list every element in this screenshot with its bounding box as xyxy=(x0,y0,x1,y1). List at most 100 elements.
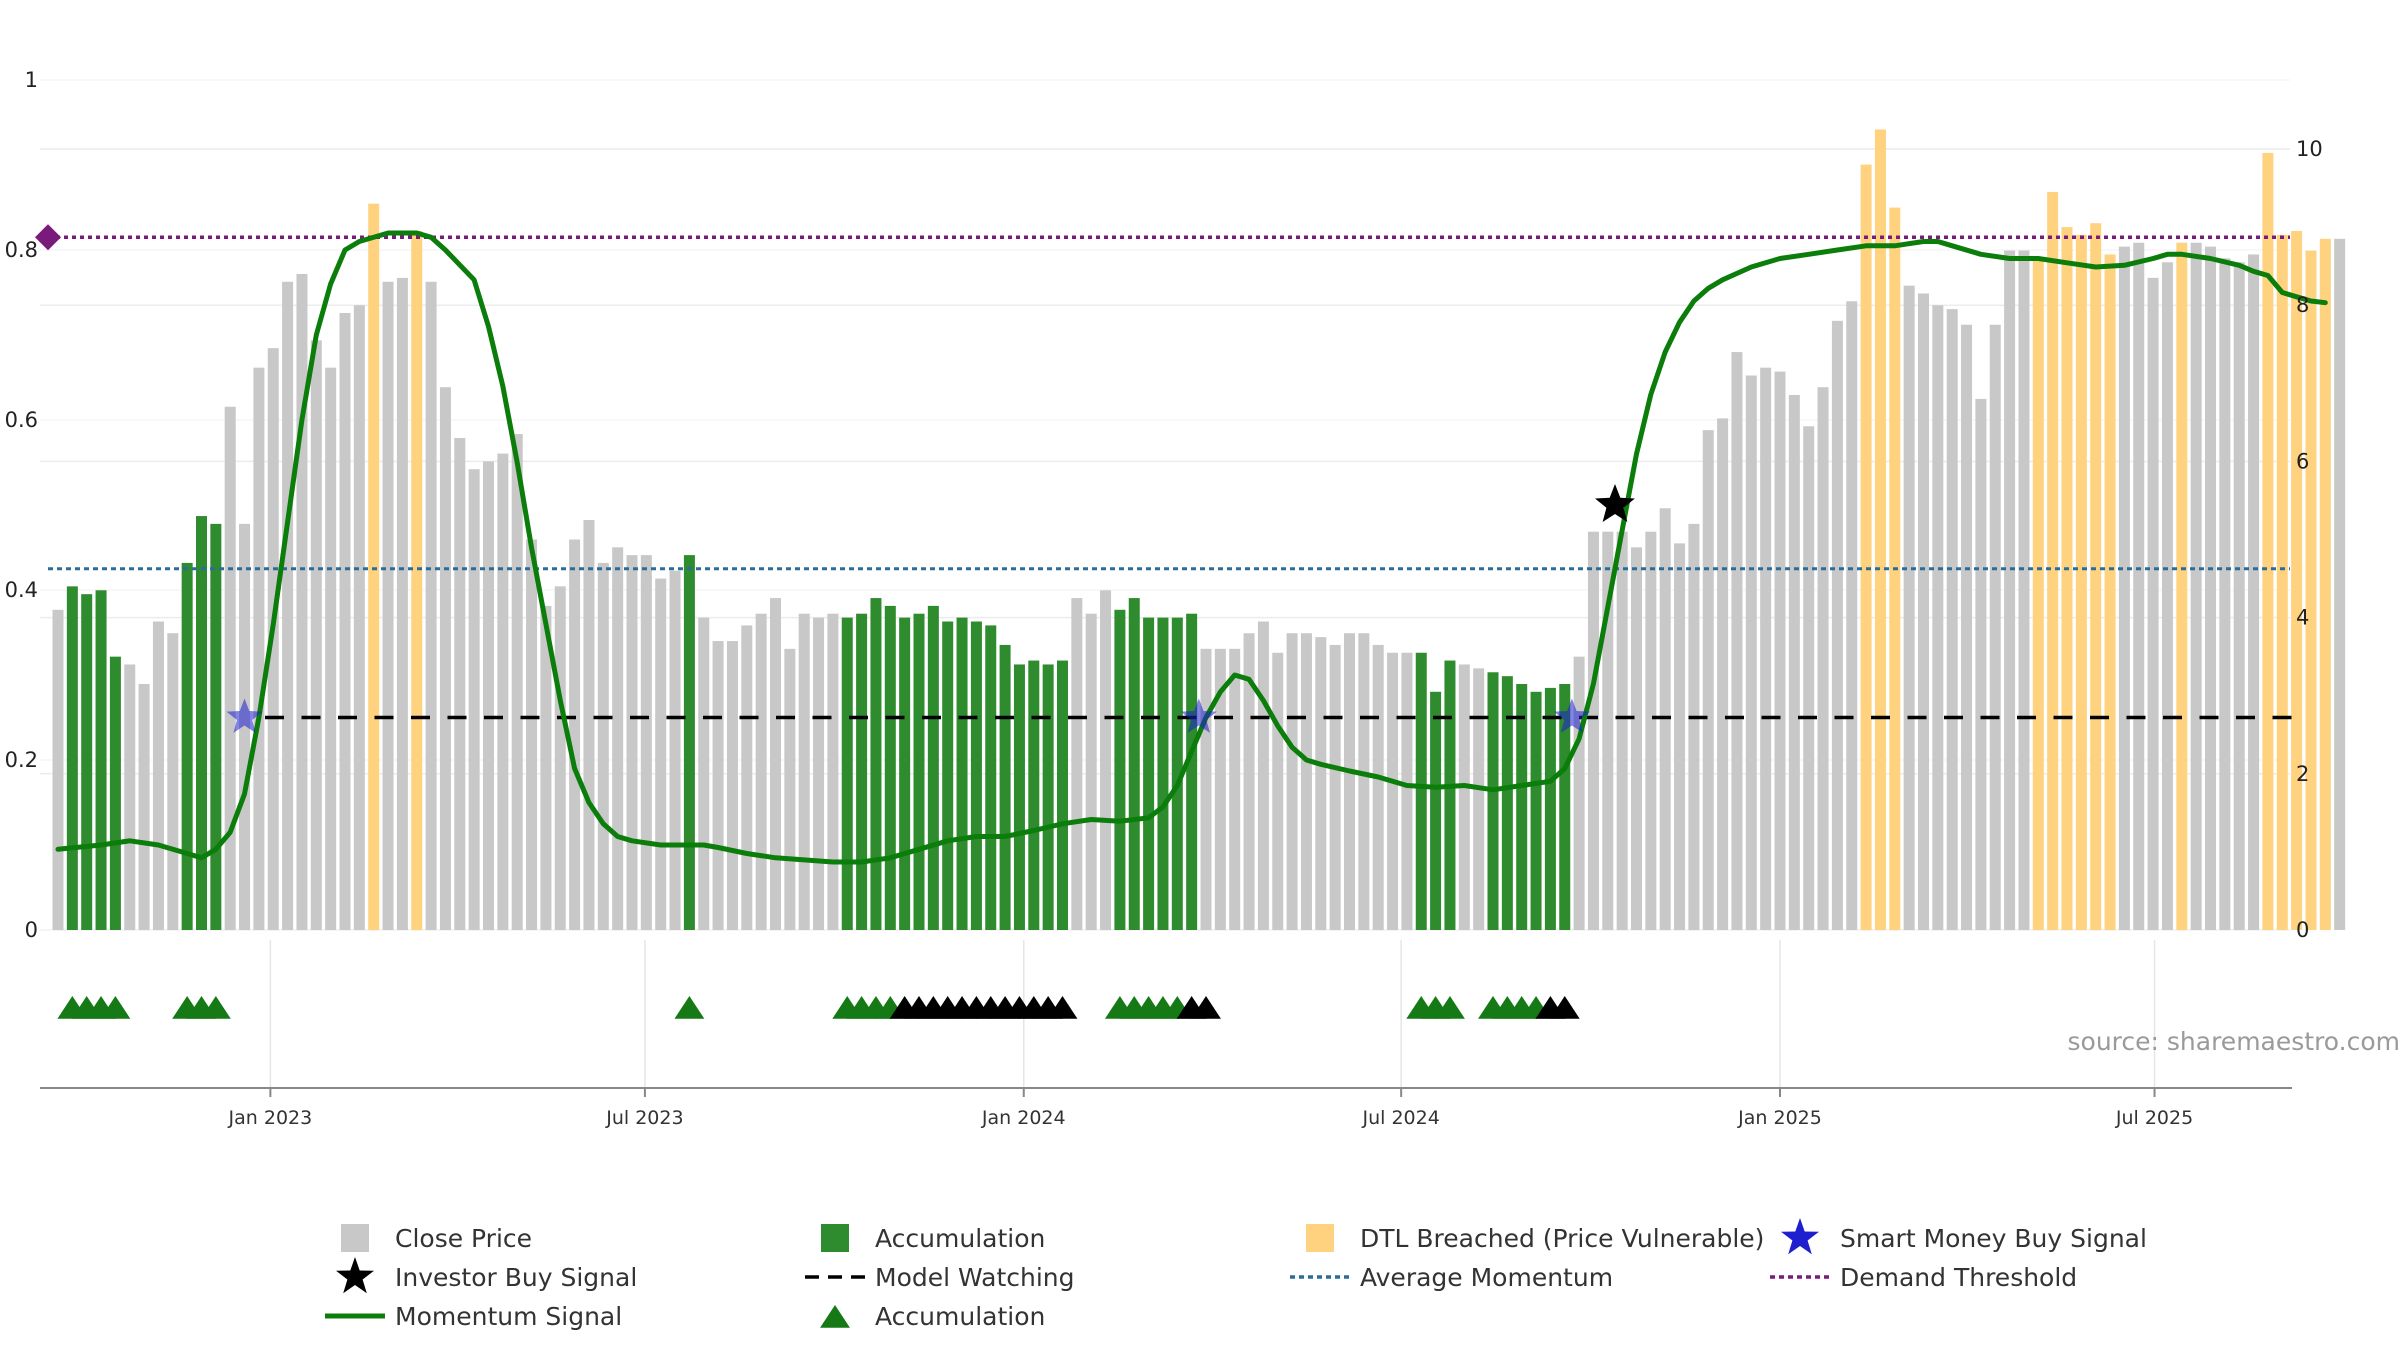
close-price-bar xyxy=(1229,649,1240,930)
y-right-tick-label: 10 xyxy=(2296,137,2323,161)
legend-label: Smart Money Buy Signal xyxy=(1840,1224,2147,1253)
accumulation-bar xyxy=(1129,598,1140,930)
accumulation-bar xyxy=(856,614,867,930)
legend-label: DTL Breached (Price Vulnerable) xyxy=(1360,1224,1764,1253)
x-tick-label: Jan 2025 xyxy=(1737,1107,1822,1129)
legend-item: Model Watching xyxy=(805,1263,1075,1292)
close-price-bar xyxy=(1703,430,1714,930)
close-price-bar xyxy=(1071,598,1082,930)
close-price-bar xyxy=(311,340,322,930)
x-tick-label: Jul 2025 xyxy=(2115,1107,2193,1129)
legend-swatch-accumulation xyxy=(821,1224,849,1252)
legend-label: Average Momentum xyxy=(1360,1263,1613,1292)
close-price-bar xyxy=(397,278,408,930)
close-price-bar xyxy=(1588,532,1599,930)
close-price-bar xyxy=(1373,645,1384,930)
close-price-bar xyxy=(2191,243,2202,930)
close-price-bar xyxy=(1358,633,1369,930)
legend-label: Momentum Signal xyxy=(395,1302,622,1331)
accumulation-bar xyxy=(870,598,881,930)
close-price-bar xyxy=(1803,426,1814,930)
close-price-bar xyxy=(1904,286,1915,930)
close-price-bar xyxy=(296,274,307,930)
close-price-bar xyxy=(1459,664,1470,930)
accumulation-bar xyxy=(928,606,939,930)
accumulation-bar xyxy=(1028,661,1039,930)
close-price-bar xyxy=(1717,418,1728,930)
source-label: source: sharemaestro.com xyxy=(2068,1027,2400,1056)
close-price-bar xyxy=(583,520,594,930)
close-price-bar xyxy=(1574,657,1585,930)
accumulation-bar xyxy=(1114,610,1125,930)
close-price-bar xyxy=(612,547,623,930)
close-price-bar xyxy=(469,469,480,930)
close-price-bar xyxy=(383,282,394,930)
accumulation-bar xyxy=(96,590,107,930)
triangle-panel xyxy=(57,996,1579,1019)
close-price-bar xyxy=(827,614,838,930)
close-price-bar xyxy=(1330,645,1341,930)
dtl-breached-bar xyxy=(2076,235,2087,930)
close-price-bar xyxy=(1473,668,1484,930)
legend-label: Accumulation xyxy=(875,1224,1045,1253)
accumulation-bar xyxy=(210,524,221,930)
accumulation-bar xyxy=(885,606,896,930)
accumulation-bar xyxy=(182,563,193,930)
y-right-tick-label: 2 xyxy=(2296,762,2309,786)
accumulation-bar xyxy=(684,555,695,930)
dtl-breached-bar xyxy=(1875,129,1886,930)
accumulation-bar xyxy=(1157,618,1168,930)
accumulation-bar xyxy=(67,586,78,930)
close-price-bar xyxy=(813,618,824,930)
close-price-bar xyxy=(53,610,64,930)
close-price-bar xyxy=(713,641,724,930)
legend-item: Demand Threshold xyxy=(1770,1263,2077,1292)
y-left-tick-label: 0.6 xyxy=(5,408,38,432)
y-right-tick-label: 6 xyxy=(2296,449,2309,473)
close-price-bar xyxy=(2219,258,2230,930)
legend-item: Accumulation xyxy=(821,1224,1045,1253)
dtl-breached-bar xyxy=(2062,227,2073,930)
x-tick-label: Jan 2024 xyxy=(981,1107,1066,1129)
close-price-bar xyxy=(325,368,336,930)
close-price-bar xyxy=(1645,532,1656,930)
close-price-bar xyxy=(512,434,523,930)
accumulation-bar xyxy=(957,618,968,930)
y-left-tick-label: 1 xyxy=(25,68,38,92)
legend-label: Demand Threshold xyxy=(1840,1263,2077,1292)
accumulation-bar xyxy=(1043,664,1054,930)
close-price-bar xyxy=(340,313,351,930)
y-left-tick-label: 0.8 xyxy=(5,238,38,262)
close-price-bar xyxy=(1846,301,1857,930)
accumulation-bar xyxy=(971,622,982,930)
close-price-bar xyxy=(1674,543,1685,930)
close-price-bar xyxy=(253,368,264,930)
dtl-breached-bar xyxy=(2176,243,2187,930)
close-price-bar xyxy=(1401,653,1412,930)
dtl-breached-bar xyxy=(2033,258,2044,930)
accumulation-bar xyxy=(1143,618,1154,930)
close-price-bar xyxy=(641,555,652,930)
close-price-bar xyxy=(799,614,810,930)
close-price-bar xyxy=(1775,372,1786,930)
y-left-tick-label: 0.2 xyxy=(5,748,38,772)
close-price-bar xyxy=(1301,633,1312,930)
close-price-bar xyxy=(426,282,437,930)
accumulation-bar xyxy=(1531,692,1542,930)
close-price-bar xyxy=(1760,368,1771,930)
close-price-bar xyxy=(1315,637,1326,930)
accumulation-bar xyxy=(985,625,996,930)
dtl-breached-bar xyxy=(2277,235,2288,930)
close-price-bar xyxy=(282,282,293,930)
close-price-bar xyxy=(1961,325,1972,930)
close-price-bar xyxy=(2133,243,2144,930)
legend-swatch-triangle xyxy=(820,1305,850,1328)
legend-item: Investor Buy Signal xyxy=(336,1257,637,1293)
close-price-bar xyxy=(2248,254,2259,930)
dtl-breached-bar xyxy=(2105,254,2116,930)
close-price-bar xyxy=(1918,293,1929,930)
close-price-bar xyxy=(139,684,150,930)
